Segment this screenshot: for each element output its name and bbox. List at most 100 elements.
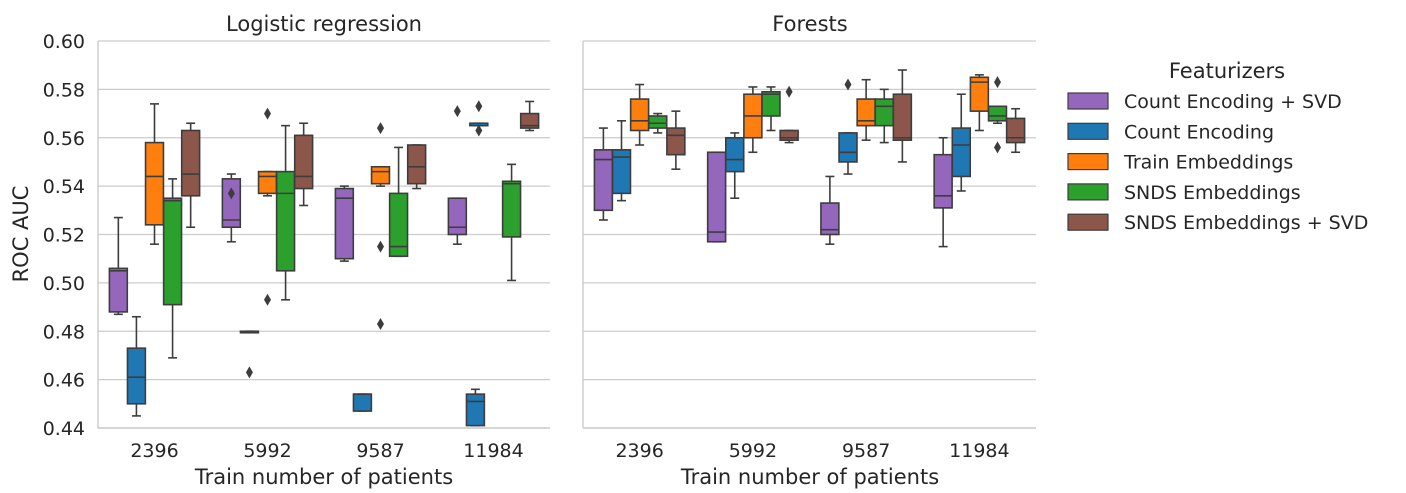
y-tick-label: 0.52 xyxy=(43,225,85,247)
legend-swatch xyxy=(1067,183,1109,201)
legend-item: SNDS Embeddings xyxy=(1067,182,1301,204)
y-tick-label: 0.54 xyxy=(43,176,85,198)
box-count-encoding xyxy=(352,393,373,412)
box-count-encoding-svd xyxy=(447,105,468,245)
box-body xyxy=(647,115,668,129)
box-outlier xyxy=(844,78,852,91)
x-axis-title: Train number of patients xyxy=(194,465,453,489)
box-body xyxy=(706,151,727,243)
box-body xyxy=(447,197,468,236)
box-body xyxy=(370,165,391,185)
box-outlier xyxy=(377,317,384,330)
box-body xyxy=(162,197,183,306)
box-snds-embeddings xyxy=(162,178,183,359)
box-count-encoding-svd xyxy=(820,175,840,245)
y-tick-label: 0.48 xyxy=(43,321,85,343)
legend-item: Count Encoding xyxy=(1067,121,1274,143)
box-outlier xyxy=(264,293,271,306)
box-train-embeddings xyxy=(144,103,165,245)
box-outlier xyxy=(475,100,483,113)
box-count-encoding-svd xyxy=(108,216,129,316)
box-snds-embeddings xyxy=(874,88,895,144)
legend-item: Train Embeddings xyxy=(1067,152,1293,174)
legend-label: SNDS Embeddings xyxy=(1124,182,1301,204)
box-train-embeddings xyxy=(257,107,278,306)
panel-title: Logistic regression xyxy=(226,12,422,36)
box-body xyxy=(724,136,745,173)
box-snds-embeddings-svd xyxy=(519,100,540,132)
x-tick-label: 9587 xyxy=(842,440,890,462)
box-body xyxy=(987,105,1008,122)
box-snds-embeddings-svd xyxy=(406,144,427,190)
box-snds-embeddings-svd xyxy=(180,122,201,229)
box-snds-embeddings xyxy=(761,86,781,132)
legend-item: SNDS Embeddings + SVD xyxy=(1067,212,1368,234)
box-snds-embeddings xyxy=(275,124,296,301)
legend-item: Count Encoding + SVD xyxy=(1067,91,1342,113)
box-snds-embeddings-svd xyxy=(779,85,799,144)
box-body xyxy=(761,90,781,117)
box-body xyxy=(820,202,840,236)
box-count-encoding-svd xyxy=(593,127,614,221)
box-count-encoding xyxy=(465,388,486,427)
legend: Featurizers Count Encoding + SVD Count En… xyxy=(1067,59,1368,234)
box-body xyxy=(293,134,314,190)
box-outlier xyxy=(993,141,1001,154)
x-tick-label: 9587 xyxy=(356,440,404,462)
box-body xyxy=(465,393,486,427)
box-body xyxy=(388,192,409,258)
box-count-encoding xyxy=(838,78,858,175)
box-body xyxy=(180,129,201,197)
box-extra xyxy=(469,100,489,137)
box-count-encoding xyxy=(611,120,632,202)
box-snds-embeddings-svd xyxy=(892,69,913,163)
box-count-encoding xyxy=(126,315,147,417)
legend-label: Count Encoding xyxy=(1124,121,1274,143)
legend-title: Featurizers xyxy=(1169,59,1285,83)
x-tick-label: 2396 xyxy=(615,440,663,462)
x-tick-label: 11984 xyxy=(463,440,523,462)
box-body xyxy=(856,98,876,127)
y-tick-label: 0.58 xyxy=(43,79,85,101)
panel-title: Forests xyxy=(772,12,847,36)
gridlines xyxy=(583,40,1036,429)
box-snds-embeddings-svd xyxy=(293,122,314,207)
x-tick-label: 11984 xyxy=(949,440,1009,462)
box-body xyxy=(108,267,129,313)
box-count-encoding-svd xyxy=(334,185,355,262)
x-tick-label: 5992 xyxy=(243,440,291,462)
box-body xyxy=(933,153,953,209)
box-train-embeddings xyxy=(743,86,763,154)
box-body xyxy=(519,112,540,129)
box-body xyxy=(144,141,165,226)
box-body xyxy=(501,180,522,238)
box-body xyxy=(874,98,895,127)
panel-forests: Forests 2396 5992 9587 11984 xyxy=(582,12,1036,462)
box-count-encoding xyxy=(951,93,972,192)
legend-label: Count Encoding + SVD xyxy=(1124,91,1342,113)
box-body xyxy=(779,129,799,141)
y-tick-label: 0.56 xyxy=(43,128,85,150)
box-snds-embeddings-svd xyxy=(666,110,686,170)
box-outlier xyxy=(453,105,461,118)
legend-swatch xyxy=(1067,122,1109,140)
box-train-embeddings xyxy=(629,83,650,146)
legend-swatch xyxy=(1067,153,1109,171)
box-snds-embeddings xyxy=(987,76,1008,154)
box-body xyxy=(666,127,686,156)
box-outlier xyxy=(785,85,793,98)
box-count-encoding xyxy=(724,132,745,200)
box-body xyxy=(406,144,427,185)
x-tick-label: 5992 xyxy=(729,440,777,462)
box-outlier xyxy=(245,366,253,379)
box-train-embeddings xyxy=(370,122,391,330)
legend-label: Train Embeddings xyxy=(1123,152,1293,174)
box-body xyxy=(334,187,355,260)
y-tick-label: 0.44 xyxy=(43,418,85,440)
box-count-encoding-svd xyxy=(221,173,242,243)
box-snds-embeddings xyxy=(501,163,522,282)
legend-swatch xyxy=(1067,92,1109,110)
legend-label: SNDS Embeddings + SVD xyxy=(1124,212,1368,234)
box-count-encoding-svd xyxy=(933,136,953,248)
